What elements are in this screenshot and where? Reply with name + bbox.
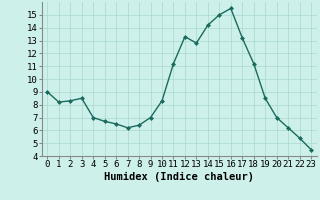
X-axis label: Humidex (Indice chaleur): Humidex (Indice chaleur)	[104, 172, 254, 182]
